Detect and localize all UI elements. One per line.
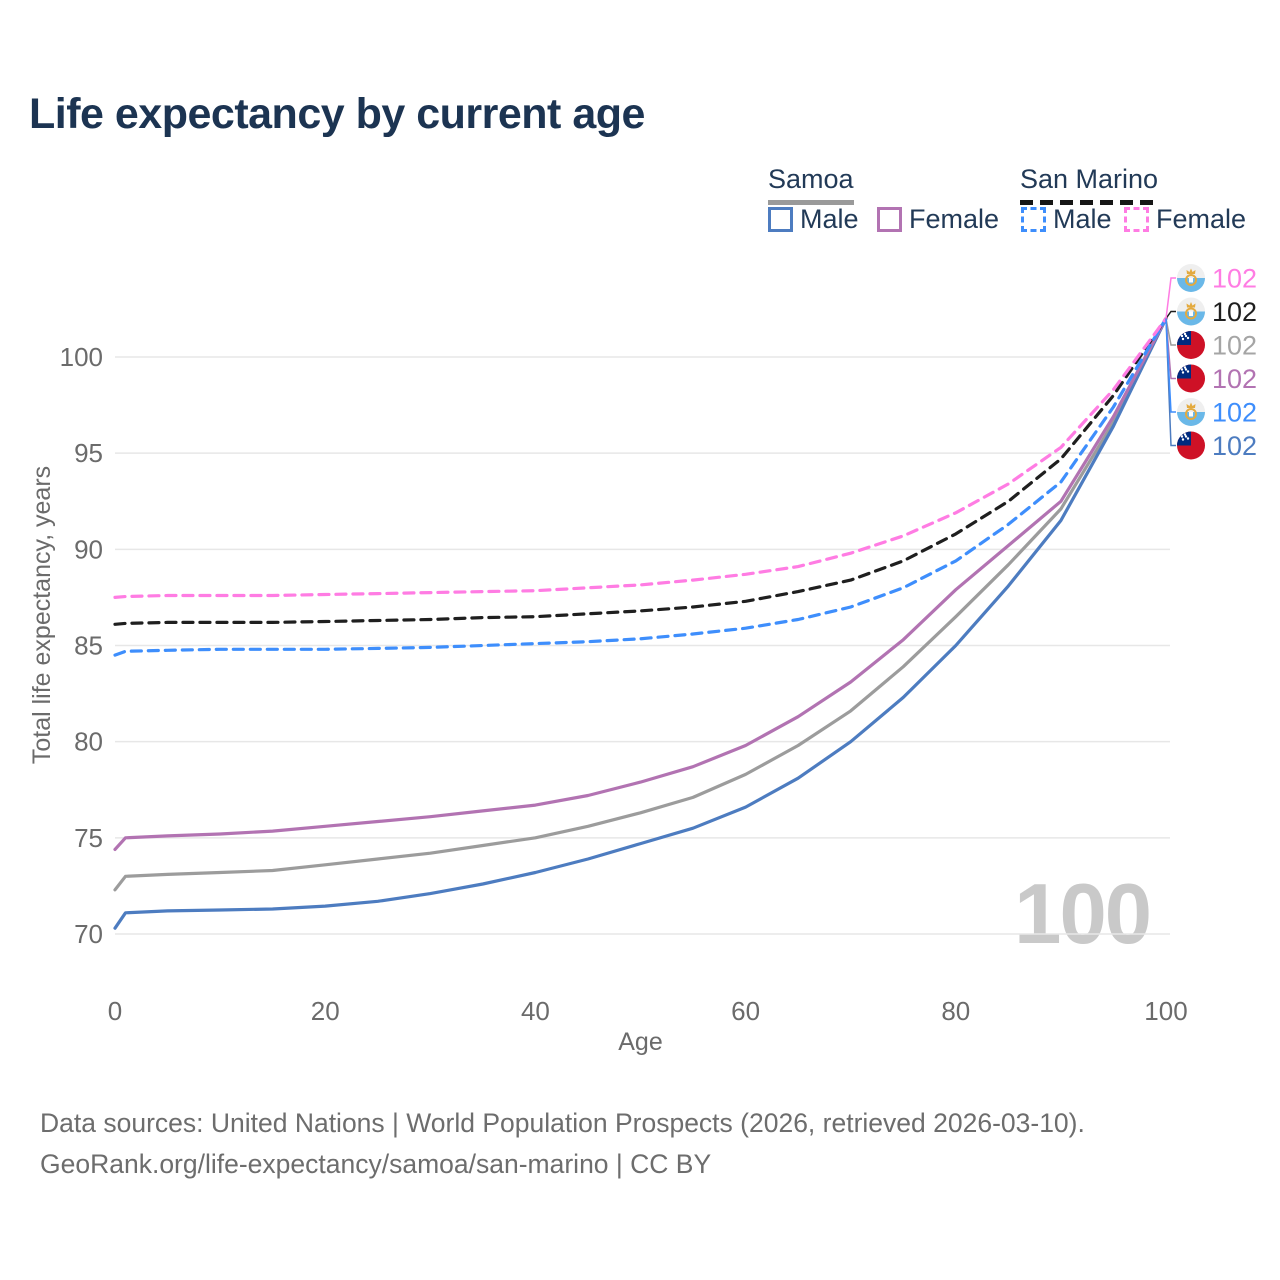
- end-label-san-marino-male[interactable]: 102: [1177, 398, 1257, 428]
- y-tick-label-85: 85: [74, 631, 103, 661]
- x-tick-label-40: 40: [521, 996, 550, 1026]
- end-label-san-marino-both-sexes[interactable]: 102: [1177, 297, 1257, 327]
- x-tick-label-100: 100: [1144, 996, 1187, 1026]
- x-tick-label-0: 0: [108, 996, 122, 1026]
- end-label-value: 102: [1212, 331, 1257, 361]
- y-tick-label-70: 70: [74, 919, 103, 949]
- age-watermark: 100: [1014, 867, 1152, 962]
- end-label-leader-line: [1165, 277, 1176, 319]
- legend-item-samoa-female-label: Female: [909, 204, 1000, 234]
- samoa-solid-line-swatch: [768, 200, 854, 205]
- legend-item-san-marino-female-label: Female: [1156, 204, 1247, 234]
- y-tick-label-100: 100: [60, 342, 103, 372]
- san-marino-flag-icon: [1177, 398, 1205, 426]
- y-tick-label-75: 75: [74, 823, 103, 853]
- page-title: Life expectancy by current age: [29, 90, 645, 138]
- end-label-value: 102: [1212, 398, 1257, 428]
- samoa-female-swatch-icon: [877, 207, 902, 232]
- san-marino-flag-icon: [1177, 264, 1205, 292]
- end-label-samoa-female[interactable]: 102: [1177, 364, 1257, 394]
- y-tick-label-80: 80: [74, 727, 103, 757]
- y-tick-label-95: 95: [74, 438, 103, 468]
- end-label-value: 102: [1212, 431, 1257, 461]
- x-tick-label-80: 80: [941, 996, 970, 1026]
- footer-attribution-link[interactable]: GeoRank.org/life-expectancy/samoa/san-ma…: [40, 1149, 712, 1179]
- samoa-flag-icon: [1177, 331, 1205, 359]
- end-label-leader-line: [1165, 318, 1176, 413]
- san-marino-female-swatch-icon: [1124, 207, 1149, 232]
- footer-data-sources: Data sources: United Nations | World Pop…: [40, 1108, 1085, 1138]
- legend-item-san-marino-female[interactable]: Female: [1124, 204, 1246, 235]
- legend-group-samoa[interactable]: Samoa: [768, 164, 854, 205]
- legend-item-samoa-female[interactable]: Female: [877, 204, 999, 235]
- san-marino-male-swatch-icon: [1021, 207, 1046, 232]
- end-label-leader-line: [1165, 318, 1176, 346]
- y-tick-label-90: 90: [74, 534, 103, 564]
- footer: Data sources: United Nations | World Pop…: [40, 1103, 1085, 1185]
- x-tick-label-20: 20: [311, 996, 340, 1026]
- san-marino-flag-icon: [1177, 297, 1205, 326]
- x-tick-label-60: 60: [731, 996, 760, 1026]
- legend-item-san-marino-male[interactable]: Male: [1021, 204, 1112, 235]
- x-axis-title: Age: [618, 1028, 662, 1056]
- legend-group-san-marino[interactable]: San Marino: [1020, 164, 1159, 205]
- samoa-flag-icon: [1177, 431, 1205, 460]
- chart-line-samoa-female[interactable]: [113, 316, 1168, 852]
- legend-item-samoa-male[interactable]: Male: [768, 204, 859, 235]
- chart-line-san-marino-male[interactable]: [113, 316, 1168, 657]
- legend-group-samoa-label[interactable]: Samoa: [768, 164, 854, 194]
- chart-line-samoa-male[interactable]: [113, 316, 1168, 930]
- y-axis-title: Total life expectancy, years: [28, 466, 56, 764]
- end-label-samoa-both-sexes[interactable]: 102: [1177, 331, 1257, 361]
- samoa-flag-icon: [1177, 364, 1205, 393]
- end-label-samoa-male[interactable]: 102: [1177, 431, 1257, 461]
- end-label-value: 102: [1212, 264, 1257, 294]
- chart-line-san-marino-both-sexes[interactable]: [113, 316, 1168, 626]
- end-label-san-marino-female[interactable]: 102: [1177, 264, 1257, 294]
- legend-group-san-marino-label[interactable]: San Marino: [1020, 164, 1159, 194]
- legend-item-san-marino-male-label: Male: [1053, 204, 1112, 234]
- end-label-leader-line: [1165, 310, 1176, 319]
- legend-item-samoa-male-label: Male: [800, 204, 859, 234]
- chart-line-san-marino-female[interactable]: [113, 316, 1168, 600]
- samoa-male-swatch-icon: [768, 207, 793, 232]
- end-label-value: 102: [1212, 364, 1257, 394]
- san-marino-dashed-line-swatch: [1020, 200, 1159, 205]
- chart-line-samoa-both-sexes[interactable]: [113, 316, 1168, 892]
- end-label-value: 102: [1212, 297, 1257, 327]
